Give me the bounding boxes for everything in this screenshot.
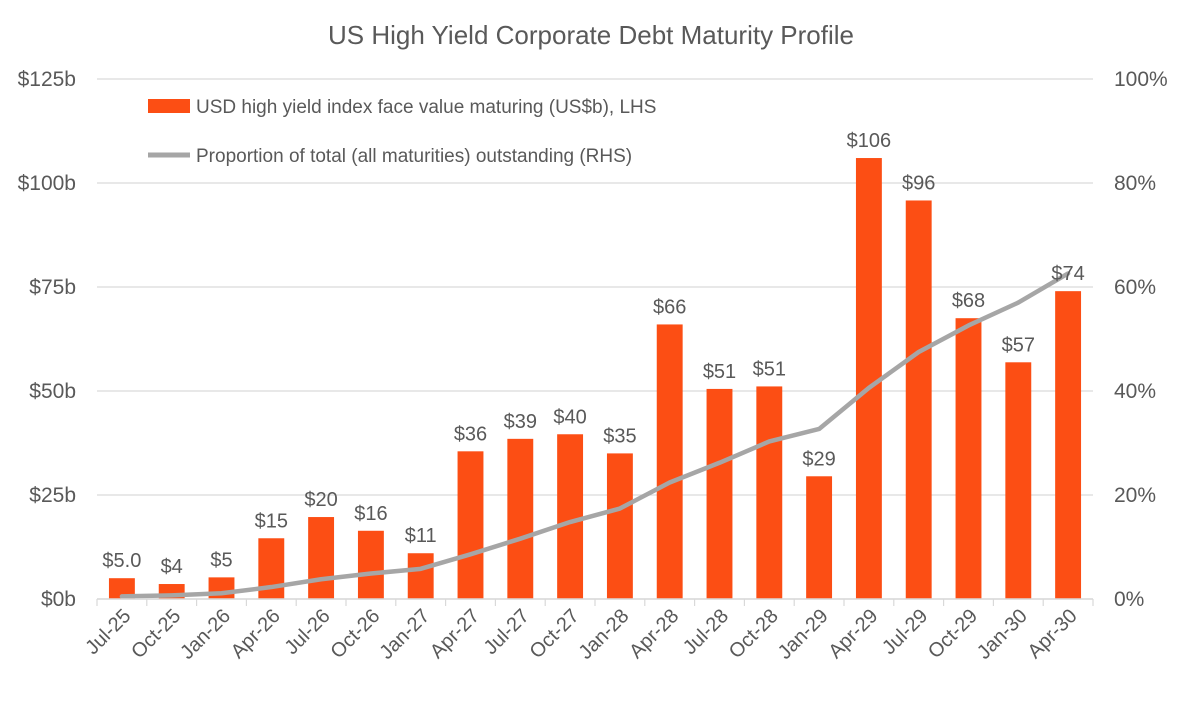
bar-data-label: $40 xyxy=(553,406,586,428)
x-tick-label: Oct-27 xyxy=(526,605,584,663)
bar-data-label: $106 xyxy=(847,130,892,152)
y-right-tick-label: 40% xyxy=(1114,380,1156,403)
y-left-tick-label: $0b xyxy=(41,588,76,611)
y-left-tick-label: $50b xyxy=(29,380,76,403)
x-axis: Jul-25Oct-25Jan-26Apr-26Jul-26Oct-26Jan-… xyxy=(81,598,1094,664)
bar-data-label: $66 xyxy=(653,296,686,318)
y-left-tick-label: $75b xyxy=(29,276,76,299)
y-left-tick-label: $25b xyxy=(29,484,76,507)
bar-data-label: $51 xyxy=(753,358,786,380)
x-tick-label: Jul-27 xyxy=(480,605,534,659)
bar xyxy=(756,386,783,599)
bar-data-label: $36 xyxy=(454,423,487,445)
line-series xyxy=(119,271,1071,599)
bar-data-label: $35 xyxy=(603,425,636,447)
y-right-tick-label: 100% xyxy=(1114,68,1168,91)
bar-data-label: $51 xyxy=(703,361,736,383)
x-tick-label: Apr-28 xyxy=(625,605,683,663)
x-tick-label: Jan-30 xyxy=(973,605,1032,664)
x-tick-label: Oct-25 xyxy=(127,605,185,663)
x-tick-label: Jan-26 xyxy=(176,605,235,664)
bar-data-label: $39 xyxy=(504,411,537,433)
y-right-tick-label: 0% xyxy=(1114,588,1144,611)
x-tick-label: Jan-28 xyxy=(575,605,634,664)
x-tick-label: Jul-29 xyxy=(878,605,932,659)
y-axis-right: 0% 20% 40% 60% 80% 100% xyxy=(1114,68,1168,611)
y-right-tick-label: 60% xyxy=(1114,276,1156,299)
bar-data-label: $29 xyxy=(802,448,835,470)
bar-data-label: $11 xyxy=(405,525,437,547)
bar-data-label: $96 xyxy=(902,172,935,194)
bar-data-label: $5 xyxy=(210,549,232,571)
x-tick-label: Oct-26 xyxy=(326,605,384,663)
legend: USD high yield index face value maturing… xyxy=(148,97,656,167)
bar xyxy=(1005,362,1032,599)
x-tick-label: Jan-29 xyxy=(774,605,833,664)
bar-data-label: $57 xyxy=(1002,334,1035,356)
x-tick-label: Apr-30 xyxy=(1024,605,1082,663)
bar-data-label: $5.0 xyxy=(102,550,141,572)
y-right-tick-label: 20% xyxy=(1114,484,1156,507)
legend-bar-swatch xyxy=(148,99,190,113)
bar xyxy=(955,318,982,599)
bar xyxy=(308,517,335,599)
bar xyxy=(407,553,434,599)
y-left-tick-label: $100b xyxy=(18,172,76,195)
x-tick-label: Apr-26 xyxy=(227,605,285,663)
bar-data-label: $74 xyxy=(1051,263,1084,285)
x-tick-label: Oct-29 xyxy=(924,605,982,663)
x-tick-label: Jan-27 xyxy=(375,605,434,664)
bar xyxy=(806,476,833,599)
chart-title: US High Yield Corporate Debt Maturity Pr… xyxy=(328,20,854,50)
bar xyxy=(507,438,534,599)
legend-line-label: Proportion of total (all maturities) out… xyxy=(196,146,632,167)
bar xyxy=(656,324,683,599)
x-tick-label: Apr-29 xyxy=(824,605,882,663)
bar xyxy=(706,388,733,599)
bar-data-label: $20 xyxy=(304,489,337,511)
x-tick-label: Jul-25 xyxy=(81,605,135,659)
bar xyxy=(557,434,584,599)
bar-series xyxy=(108,158,1082,600)
x-tick-label: Apr-27 xyxy=(426,605,484,663)
bar xyxy=(855,158,882,600)
x-tick-label: Oct-28 xyxy=(725,605,783,663)
legend-bar-label: USD high yield index face value maturing… xyxy=(196,97,656,118)
bar-data-label: $4 xyxy=(161,556,183,578)
y-right-tick-label: 80% xyxy=(1114,172,1156,195)
y-axis-left: $0b $25b $50b $75b $100b $125b xyxy=(18,68,76,611)
data-labels: $5.0 $4 $5 $15 $20 $16 $11 $36 $39 $40 $35 $66 $51 $5… xyxy=(102,130,1084,578)
bar xyxy=(108,578,135,599)
y-left-tick-label: $125b xyxy=(18,68,76,91)
bar-data-label: $15 xyxy=(255,510,288,532)
bar xyxy=(905,200,932,600)
bar-data-label: $16 xyxy=(354,503,387,525)
bar xyxy=(1055,291,1082,599)
proportion-line xyxy=(119,271,1071,599)
bar xyxy=(457,451,484,599)
bar xyxy=(606,453,633,599)
bar-data-label: $68 xyxy=(952,290,985,312)
bar xyxy=(357,530,384,599)
x-tick-label: Jul-26 xyxy=(281,605,335,659)
x-tick-label: Jul-28 xyxy=(679,605,733,659)
